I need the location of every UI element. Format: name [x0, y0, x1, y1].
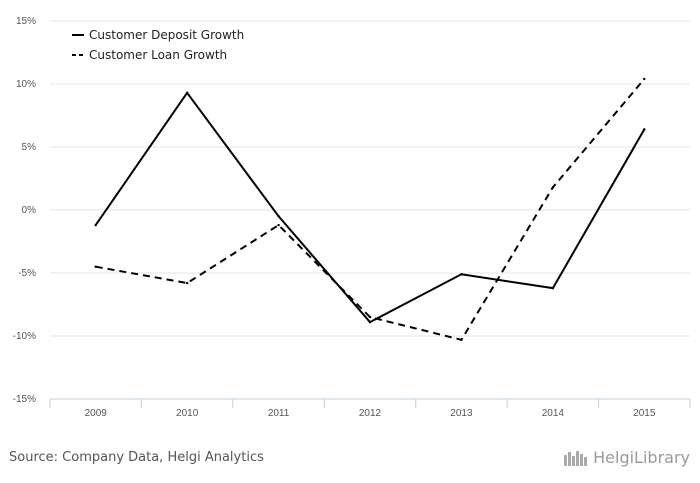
- data-point: [185, 91, 189, 95]
- library-books-icon: [564, 450, 588, 466]
- y-tick-label: -15%: [13, 394, 36, 405]
- x-tick-label: 2014: [542, 408, 565, 419]
- series-line-deposit-growth: [94, 91, 646, 324]
- data-point: [368, 315, 372, 319]
- x-tick-label: 2013: [450, 408, 473, 419]
- gridlines: [50, 20, 690, 337]
- legend: Customer Deposit Growth Customer Loan Gro…: [72, 28, 244, 62]
- line-chart: 15%10%5%0%-5%-10%-15% 2009 2010 2011 2012 20…: [13, 16, 691, 419]
- x-tick-label: 2010: [176, 408, 199, 419]
- y-tick-label: -10%: [13, 331, 36, 342]
- series-lines: [94, 77, 646, 341]
- y-tick-label: -5%: [18, 268, 36, 279]
- data-point: [185, 281, 189, 285]
- helgi-library-logo: HelgiLibrary: [563, 448, 690, 467]
- source-note: Source: Company Data, Helgi Analytics: [9, 450, 264, 465]
- x-tick-label: 2012: [359, 408, 382, 419]
- y-axis: 15% 10% 5% 0% -5% -10% -15%: [13, 16, 36, 405]
- y-tick-label: 5%: [22, 142, 37, 153]
- y-tick-label: 10%: [16, 79, 36, 90]
- data-point: [94, 265, 97, 268]
- data-point: [643, 77, 646, 81]
- y-tick-label: 0%: [22, 205, 37, 216]
- data-point: [277, 215, 280, 218]
- series-line-loan-growth: [95, 78, 646, 341]
- data-point: [460, 338, 463, 341]
- data-point: [368, 320, 372, 324]
- x-tick-label: 2011: [268, 408, 290, 419]
- y-tick-label: 15%: [16, 16, 36, 27]
- x-tick-label: 2009: [85, 408, 108, 419]
- x-tick-label: 2015: [633, 408, 656, 419]
- data-point: [460, 273, 463, 276]
- legend-label: Customer Loan Growth: [89, 48, 227, 62]
- data-point: [551, 286, 555, 290]
- logo-text: HelgiLibrary: [593, 448, 690, 467]
- x-axis: 2009 2010 2011 2012 2013 2014 2015: [49, 398, 691, 419]
- data-point: [551, 186, 555, 189]
- data-point: [643, 128, 646, 131]
- data-point: [94, 223, 97, 227]
- data-point: [277, 223, 280, 227]
- legend-label: Customer Deposit Growth: [89, 28, 244, 42]
